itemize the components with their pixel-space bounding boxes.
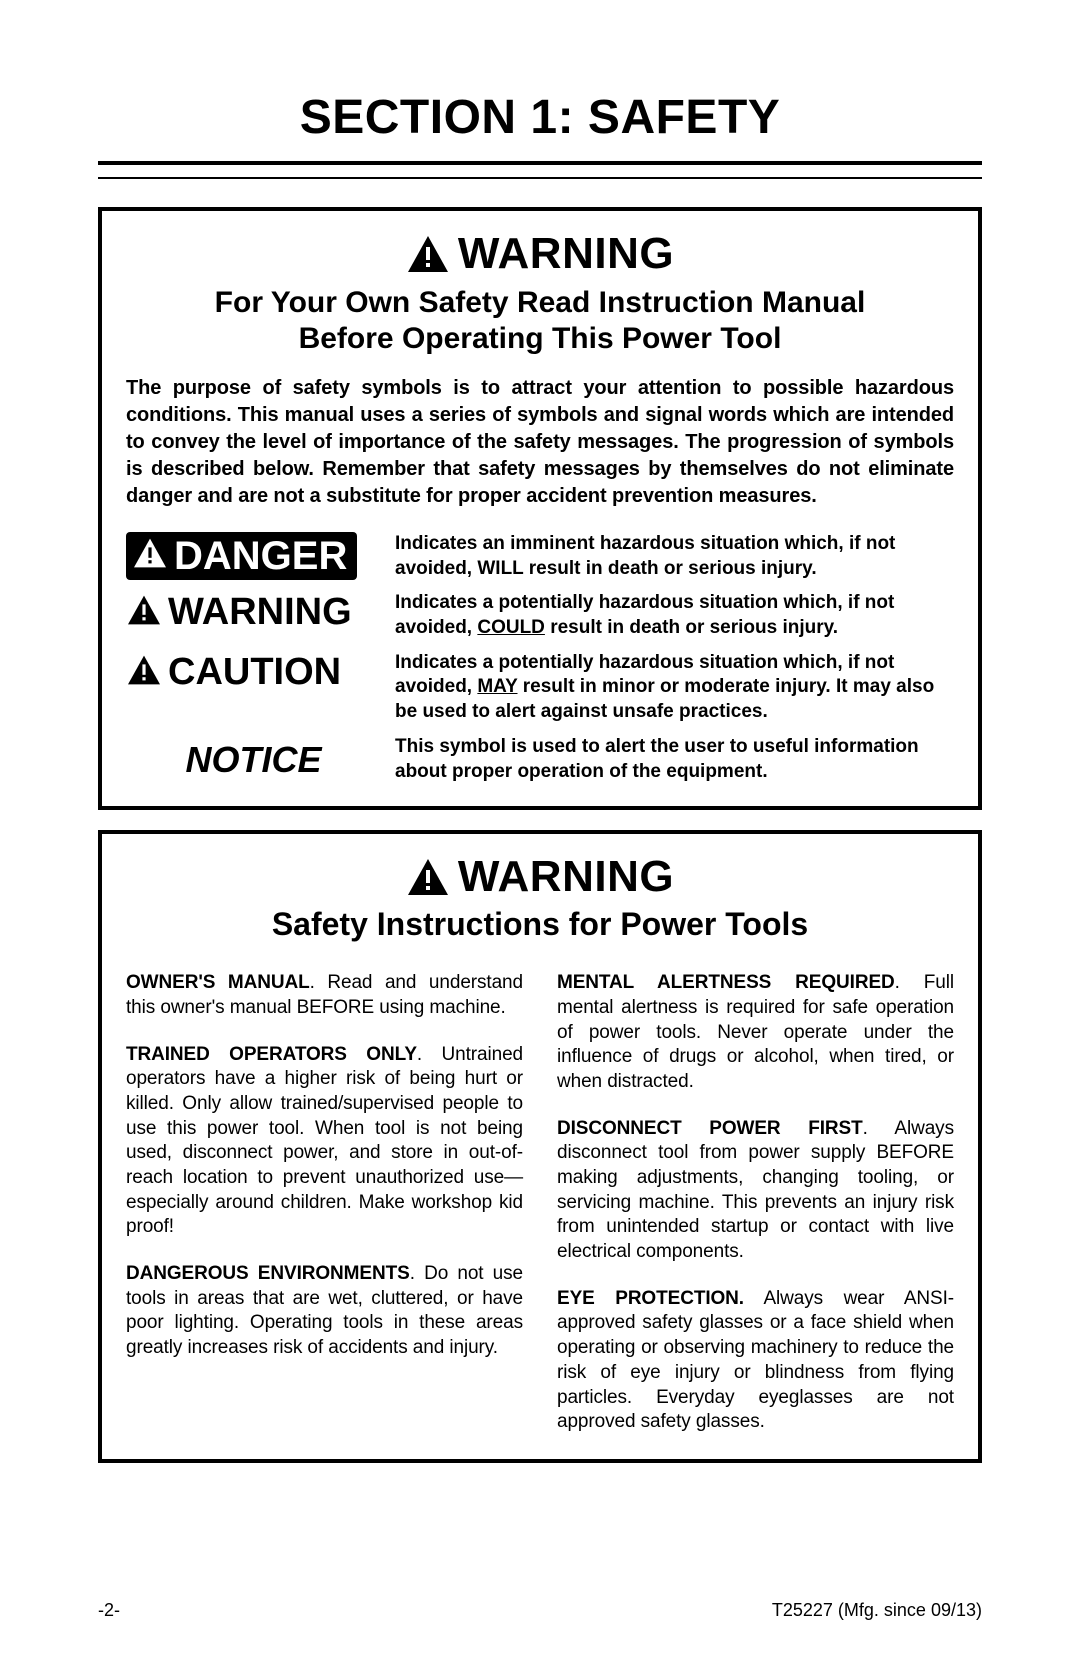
warning-triangle-icon: [406, 857, 450, 897]
doc-id: T25227 (Mfg. since 09/13): [772, 1600, 982, 1621]
subhead-line2: Before Operating This Power Tool: [299, 322, 782, 355]
notice-label: NOTICE: [126, 739, 381, 781]
warning-triangle-icon: [406, 234, 450, 274]
divider-thick: [98, 161, 982, 165]
warning-triangle-icon: [132, 534, 168, 579]
section-title: SECTION 1: SAFETY: [98, 90, 982, 145]
text-emph: MAY: [477, 676, 517, 697]
para-disconnect-power: DISCONNECT POWER FIRST. Always disconnec…: [557, 1117, 954, 1265]
page-root: SECTION 1: SAFETY WARNING For Your Own S…: [0, 0, 1080, 1669]
danger-pill: DANGER: [126, 532, 357, 580]
box2-header-word: WARNING: [458, 852, 674, 902]
para-trained-operators: TRAINED OPERATORS ONLY. Untrained operat…: [126, 1043, 523, 1241]
definition-row-danger: DANGER Indicates an imminent hazardous s…: [126, 532, 954, 581]
definition-row-notice: NOTICE This symbol is used to alert the …: [126, 735, 954, 784]
warning-definitions-box: WARNING For Your Own Safety Read Instruc…: [98, 207, 982, 810]
text: result in death or serious injury.: [523, 558, 816, 579]
box2-header: WARNING: [126, 852, 954, 902]
para-dangerous-environments: DANGEROUS ENVIRONMENTS. Do not use tools…: [126, 1262, 523, 1361]
left-column: OWNER'S MANUAL. Read and understand this…: [126, 971, 523, 1435]
para-lead: MENTAL ALERTNESS REQUIRED: [557, 972, 895, 993]
box1-intro-text: The purpose of safety symbols is to attr…: [126, 375, 954, 510]
caution-label-text: CAUTION: [168, 651, 341, 694]
para-body: Always wear ANSI-approved safety glasses…: [557, 1288, 954, 1432]
definition-row-caution: CAUTION Indicates a potentially hazardou…: [126, 651, 954, 725]
notice-desc: This symbol is used to alert the user to…: [395, 735, 954, 784]
para-lead: OWNER'S MANUAL: [126, 972, 310, 993]
warning-triangle-icon: [126, 594, 162, 631]
para-body: . Untrained operators have a higher risk…: [126, 1044, 523, 1238]
warning-label-text: WARNING: [168, 591, 352, 634]
para-lead: DISCONNECT POWER FIRST: [557, 1118, 863, 1139]
para-mental-alertness: MENTAL ALERTNESS REQUIRED. Full mental a…: [557, 971, 954, 1094]
para-owners-manual: OWNER'S MANUAL. Read and understand this…: [126, 971, 523, 1020]
subhead-line1: For Your Own Safety Read Instruction Man…: [215, 286, 866, 319]
text-emph: COULD: [477, 617, 545, 638]
danger-label-text: DANGER: [174, 534, 347, 579]
divider-thin: [98, 177, 982, 179]
definition-list: DANGER Indicates an imminent hazardous s…: [126, 532, 954, 784]
box2-title: Safety Instructions for Power Tools: [126, 906, 954, 943]
box1-subhead: For Your Own Safety Read Instruction Man…: [126, 285, 954, 357]
text: result in death or serious injury.: [545, 617, 838, 638]
warning-triangle-icon: [126, 654, 162, 691]
para-body: . Always disconnect tool from power supp…: [557, 1118, 954, 1262]
notice-label-text: NOTICE: [126, 739, 381, 781]
para-lead: EYE PROTECTION.: [557, 1288, 744, 1309]
text-emph: WILL: [477, 558, 523, 579]
label-line: WARNING: [126, 591, 352, 634]
instruction-columns: OWNER'S MANUAL. Read and understand this…: [126, 971, 954, 1435]
safety-instructions-box: WARNING Safety Instructions for Power To…: [98, 830, 982, 1463]
page-number: -2-: [98, 1600, 120, 1621]
para-eye-protection: EYE PROTECTION. Always wear ANSI-approve…: [557, 1287, 954, 1435]
para-lead: TRAINED OPERATORS ONLY: [126, 1044, 417, 1065]
danger-desc: Indicates an imminent hazardous situatio…: [395, 532, 954, 581]
label-line: CAUTION: [126, 651, 341, 694]
right-column: MENTAL ALERTNESS REQUIRED. Full mental a…: [557, 971, 954, 1435]
warning-desc: Indicates a potentially hazardous situat…: [395, 591, 954, 640]
box1-header: WARNING: [126, 229, 954, 279]
box1-header-word: WARNING: [458, 229, 674, 279]
caution-desc: Indicates a potentially hazardous situat…: [395, 651, 954, 725]
danger-label: DANGER: [126, 532, 381, 580]
definition-row-warning: WARNING Indicates a potentially hazardou…: [126, 591, 954, 640]
para-lead: DANGEROUS ENVIRONMENTS: [126, 1263, 410, 1284]
warning-label: WARNING: [126, 591, 381, 634]
page-footer: -2- T25227 (Mfg. since 09/13): [98, 1600, 982, 1621]
caution-label: CAUTION: [126, 651, 381, 694]
